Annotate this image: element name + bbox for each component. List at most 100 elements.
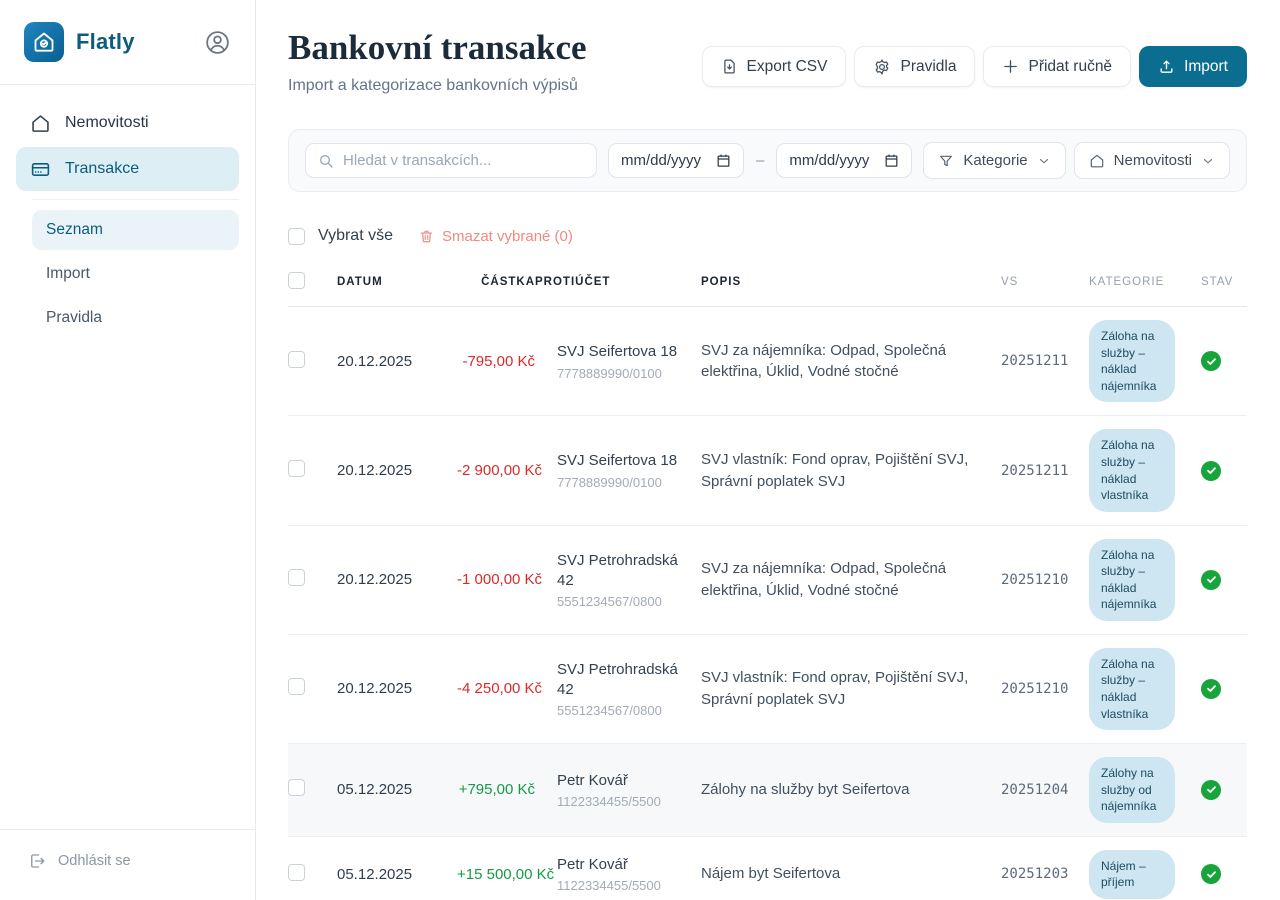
row-select-cell	[288, 306, 337, 417]
category-badge[interactable]: Záloha na služby – náklad nájemníka	[1089, 538, 1175, 621]
sidebar-footer: Odhlásit se	[0, 829, 255, 900]
subnav-item-import[interactable]: Import	[32, 254, 239, 294]
date-to-field[interactable]: mm/dd/yyyy	[776, 143, 913, 179]
delete-selected-label: Smazat vybrané (0)	[442, 227, 573, 245]
brand-name: Flatly	[76, 29, 135, 54]
sidebar-item-nemovitosti[interactable]: Nemovitosti	[16, 101, 239, 145]
subnav-item-pravidla[interactable]: Pravidla	[32, 298, 239, 338]
category-badge[interactable]: Nájem – příjem	[1089, 849, 1175, 899]
table-row: 20.12.2025 -1 000,00 Kč SVJ Petrohradská 4…	[288, 525, 1247, 635]
row-checkbox[interactable]	[288, 779, 305, 797]
status-cell	[1201, 525, 1247, 635]
transaction-amount: +15 500,00 Kč	[457, 836, 554, 900]
chevron-down-icon	[1201, 154, 1215, 168]
table-header: Datum Částka Protiúčet Popis VS Kategorie Stav	[288, 257, 1247, 308]
search-field[interactable]	[305, 143, 597, 179]
import-button[interactable]: Import	[1139, 46, 1247, 87]
export-csv-button[interactable]: Export CSV	[701, 46, 847, 87]
table-row: 05.12.2025 +795,00 Kč Petr Kovář 1122334455…	[288, 743, 1247, 837]
table-row: 20.12.2025 -2 900,00 Kč SVJ Seifertova 18 7…	[288, 415, 1247, 526]
category-badge[interactable]: Záloha na služby – náklad vlastníka	[1089, 647, 1175, 731]
property-filter-dropdown[interactable]: Nemovitosti	[1073, 142, 1230, 180]
counterparty-name: Petr Kovář	[557, 771, 628, 789]
sidebar-nav: Nemovitosti Transakce Seznam Import Prav…	[0, 85, 255, 829]
status-cell	[1201, 743, 1247, 837]
transaction-description: SVJ vlastník: Fond oprav, Pojištění SVJ,…	[701, 415, 1001, 526]
amount-value: -4 250,00 Kč	[457, 680, 543, 698]
row-checkbox[interactable]	[288, 863, 305, 881]
category-badge[interactable]: Záloha na služby – náklad nájemníka	[1089, 320, 1175, 403]
date-from-field[interactable]: mm/dd/yyyy	[608, 143, 745, 179]
category-filter-dropdown[interactable]: Kategorie	[923, 142, 1066, 180]
table-row: 05.12.2025 +15 500,00 Kč Petr Kovář 1122334…	[288, 836, 1247, 900]
transaction-amount: -2 900,00 Kč	[457, 415, 542, 526]
row-select-cell	[288, 743, 337, 837]
row-checkbox[interactable]	[288, 678, 305, 696]
amount-value: +795,00 Kč	[458, 781, 535, 799]
transakce-subnav: Seznam Import Pravidla	[32, 199, 239, 338]
search-icon	[318, 153, 334, 169]
transaction-description: Zálohy na služby byt Seifertova	[701, 743, 1001, 837]
sidebar: Flatly Nemovitosti	[0, 0, 256, 900]
transaction-amount: -4 250,00 Kč	[457, 634, 542, 745]
transaction-description: SVJ vlastník: Fond oprav, Pojištění SVJ,…	[701, 634, 1001, 745]
category-badge[interactable]: Záloha na služby – náklad vlastníka	[1089, 429, 1175, 512]
subnav-label: Seznam	[46, 221, 103, 238]
trash-icon	[419, 229, 434, 244]
page-title: Bankovní transakce	[288, 28, 587, 67]
select-all-checkbox[interactable]	[288, 227, 305, 245]
main-content: Bankovní transakce Import a kategorizace…	[256, 0, 1280, 900]
status-ok-icon	[1201, 351, 1221, 372]
row-checkbox[interactable]	[288, 350, 305, 368]
filter-bar: mm/dd/yyyy – mm/dd/yyyy	[288, 129, 1247, 193]
counterparty-cell: SVJ Seifertova 18 7778889990/0100	[535, 415, 701, 526]
select-all-label: Vybrat vše	[318, 227, 393, 245]
counterparty-name: SVJ Seifertova 18	[557, 452, 678, 470]
plus-icon	[1002, 58, 1019, 75]
category-cell: Nájem – příjem	[1089, 836, 1201, 900]
variable-symbol: 20251211	[1001, 306, 1089, 417]
export-file-icon	[721, 58, 738, 75]
column-header-protiúčet: Protiúčet	[535, 257, 701, 308]
rules-button[interactable]: Pravidla	[854, 46, 976, 87]
logout-icon	[28, 852, 46, 870]
column-header-popis: Popis	[701, 257, 1001, 308]
delete-selected-button[interactable]: Smazat vybrané (0)	[419, 228, 573, 245]
counterparty-cell: SVJ Petrohradská 42 5551234567/0800	[535, 525, 701, 635]
column-header-vs: VS	[1001, 257, 1089, 308]
add-manual-button[interactable]: Přidat ručně	[983, 46, 1132, 87]
account-icon[interactable]	[204, 29, 231, 56]
logout-button[interactable]: Odhlásit se	[28, 852, 227, 870]
category-badge[interactable]: Zálohy na služby od nájemníka	[1089, 757, 1175, 823]
search-input[interactable]	[343, 152, 584, 170]
counterparty-name: SVJ Petrohradská 42	[557, 551, 678, 589]
rules-label: Pravidla	[900, 57, 957, 75]
gear-icon	[873, 58, 891, 76]
variable-symbol: 20251204	[1001, 743, 1089, 837]
category-cell: Zálohy na služby od nájemníka	[1089, 743, 1201, 837]
subnav-label: Import	[46, 265, 90, 282]
variable-symbol: 20251203	[1001, 836, 1089, 900]
logout-label: Odhlásit se	[58, 853, 131, 869]
column-header-stav: Stav	[1201, 257, 1247, 308]
sidebar-header: Flatly	[0, 0, 255, 85]
row-checkbox[interactable]	[288, 460, 305, 478]
counterparty-name: SVJ Petrohradská 42	[557, 660, 678, 698]
sidebar-item-transakce[interactable]: Transakce	[16, 147, 239, 191]
transaction-description: Nájem byt Seifertova	[701, 836, 1001, 900]
variable-symbol: 20251211	[1001, 415, 1089, 526]
category-cell: Záloha na služby – náklad vlastníka	[1089, 634, 1201, 745]
subnav-item-seznam[interactable]: Seznam	[32, 210, 239, 250]
amount-value: -1 000,00 Kč	[457, 571, 543, 589]
add-manual-label: Přidat ručně	[1028, 57, 1113, 75]
page-header: Bankovní transakce Import a kategorizace…	[288, 0, 1247, 95]
header-checkbox[interactable]	[288, 272, 305, 290]
row-checkbox[interactable]	[288, 569, 305, 587]
transaction-amount: -1 000,00 Kč	[457, 525, 542, 635]
date-range-separator: –	[756, 152, 765, 170]
transaction-amount: -795,00 Kč	[457, 306, 535, 417]
column-header-datum: Datum	[337, 257, 457, 308]
import-label: Import	[1184, 57, 1228, 75]
page-subtitle: Import a kategorizace bankovních výpisů	[288, 77, 578, 95]
sidebar-item-label: Nemovitosti	[65, 114, 149, 131]
